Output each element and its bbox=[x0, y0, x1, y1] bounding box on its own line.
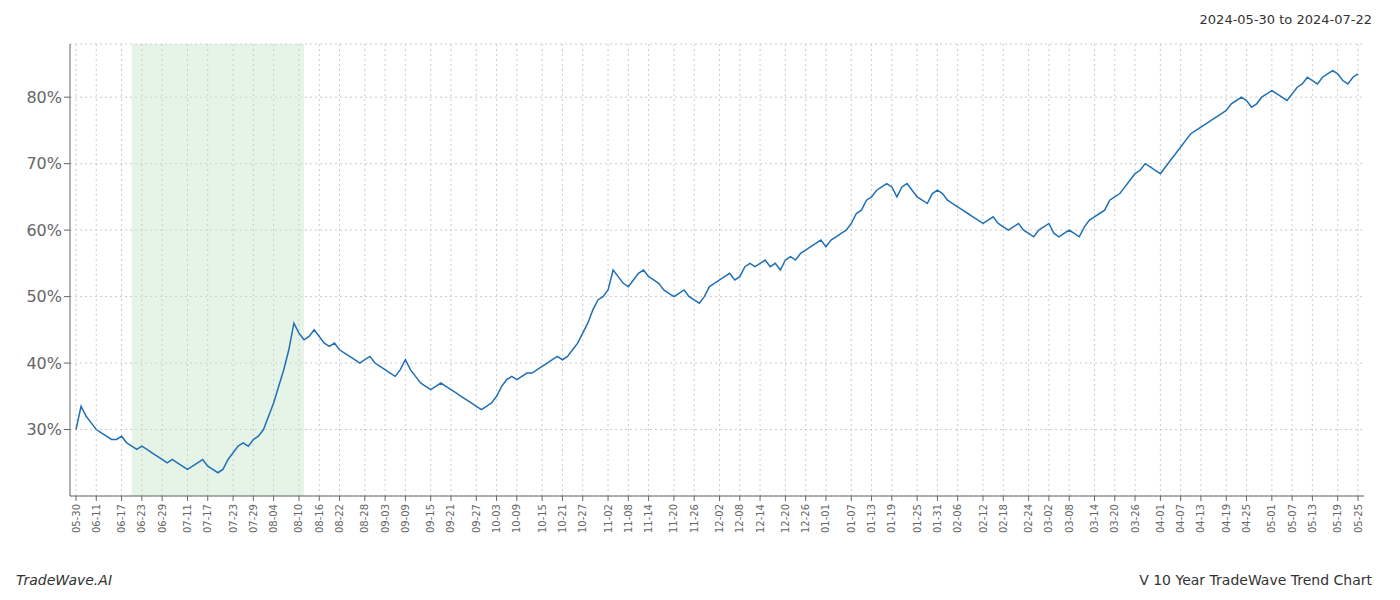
svg-text:07-23: 07-23 bbox=[228, 504, 239, 533]
svg-text:05-01: 05-01 bbox=[1266, 504, 1277, 533]
svg-text:08-04: 08-04 bbox=[268, 504, 279, 533]
svg-text:08-16: 08-16 bbox=[314, 504, 325, 533]
svg-text:09-15: 09-15 bbox=[425, 504, 436, 533]
svg-text:01-19: 01-19 bbox=[886, 504, 897, 533]
svg-text:01-07: 01-07 bbox=[846, 504, 857, 533]
svg-text:30%: 30% bbox=[26, 420, 62, 439]
svg-text:05-25: 05-25 bbox=[1353, 504, 1364, 533]
svg-text:10-21: 10-21 bbox=[557, 504, 568, 533]
svg-text:03-26: 03-26 bbox=[1130, 504, 1141, 533]
svg-text:08-10: 08-10 bbox=[293, 504, 304, 533]
svg-text:11-26: 11-26 bbox=[689, 504, 700, 533]
svg-text:11-14: 11-14 bbox=[643, 504, 654, 533]
svg-text:04-07: 04-07 bbox=[1175, 504, 1186, 533]
svg-text:10-15: 10-15 bbox=[537, 504, 548, 533]
svg-text:03-08: 03-08 bbox=[1064, 504, 1075, 533]
html-text:2024-05-30 to 2024-07-22: 2024-05-30 to 2024-07-22 bbox=[1199, 12, 1372, 27]
svg-text:11-08: 11-08 bbox=[623, 504, 634, 533]
svg-text:03-20: 03-20 bbox=[1109, 504, 1120, 533]
svg-text:12-08: 12-08 bbox=[734, 504, 745, 533]
svg-text:05-13: 05-13 bbox=[1307, 504, 1318, 533]
svg-text:01-13: 01-13 bbox=[866, 504, 877, 533]
svg-text:10-09: 10-09 bbox=[511, 504, 522, 533]
svg-text:12-02: 12-02 bbox=[714, 504, 725, 533]
svg-text:06-17: 06-17 bbox=[116, 504, 127, 533]
svg-text:03-14: 03-14 bbox=[1089, 504, 1100, 533]
svg-text:02-18: 02-18 bbox=[998, 504, 1009, 533]
svg-text:04-01: 04-01 bbox=[1155, 504, 1166, 533]
html-text:TradeWave.AI: TradeWave.AI bbox=[16, 572, 112, 588]
svg-text:12-26: 12-26 bbox=[800, 504, 811, 533]
svg-text:09-03: 09-03 bbox=[380, 504, 391, 533]
svg-text:09-09: 09-09 bbox=[400, 504, 411, 533]
svg-text:08-22: 08-22 bbox=[334, 504, 345, 533]
svg-text:40%: 40% bbox=[26, 354, 62, 373]
svg-text:12-14: 12-14 bbox=[755, 504, 766, 533]
svg-text:03-02: 03-02 bbox=[1043, 504, 1054, 533]
svg-text:04-13: 04-13 bbox=[1195, 504, 1206, 533]
svg-text:10-27: 10-27 bbox=[577, 504, 588, 533]
svg-text:08-28: 08-28 bbox=[359, 504, 370, 533]
svg-text:02-24: 02-24 bbox=[1023, 504, 1034, 533]
svg-text:02-12: 02-12 bbox=[978, 504, 989, 533]
svg-text:11-02: 11-02 bbox=[603, 504, 614, 533]
svg-text:10-03: 10-03 bbox=[491, 504, 502, 533]
svg-text:70%: 70% bbox=[26, 154, 62, 173]
svg-text:07-17: 07-17 bbox=[202, 504, 213, 533]
svg-text:07-29: 07-29 bbox=[248, 504, 259, 533]
html-text:V 10 Year TradeWave Trend Char: V 10 Year TradeWave Trend Chart bbox=[1139, 572, 1372, 588]
svg-text:04-19: 04-19 bbox=[1221, 504, 1232, 533]
svg-text:02-06: 02-06 bbox=[952, 504, 963, 533]
svg-text:01-01: 01-01 bbox=[820, 504, 831, 533]
svg-text:50%: 50% bbox=[26, 287, 62, 306]
svg-text:05-30: 05-30 bbox=[71, 504, 82, 533]
svg-text:01-31: 01-31 bbox=[932, 504, 943, 533]
svg-text:12-20: 12-20 bbox=[780, 504, 791, 533]
svg-text:05-19: 05-19 bbox=[1332, 504, 1343, 533]
svg-text:01-25: 01-25 bbox=[912, 504, 923, 533]
svg-text:11-20: 11-20 bbox=[668, 504, 679, 533]
svg-text:05-07: 05-07 bbox=[1287, 504, 1298, 533]
svg-text:60%: 60% bbox=[26, 221, 62, 240]
svg-text:80%: 80% bbox=[26, 88, 62, 107]
svg-text:07-11: 07-11 bbox=[182, 504, 193, 533]
svg-text:06-29: 06-29 bbox=[157, 504, 168, 533]
svg-text:06-11: 06-11 bbox=[91, 504, 102, 533]
svg-text:04-25: 04-25 bbox=[1241, 504, 1252, 533]
svg-text:06-23: 06-23 bbox=[136, 504, 147, 533]
svg-text:09-27: 09-27 bbox=[471, 504, 482, 533]
svg-text:09-21: 09-21 bbox=[445, 504, 456, 533]
